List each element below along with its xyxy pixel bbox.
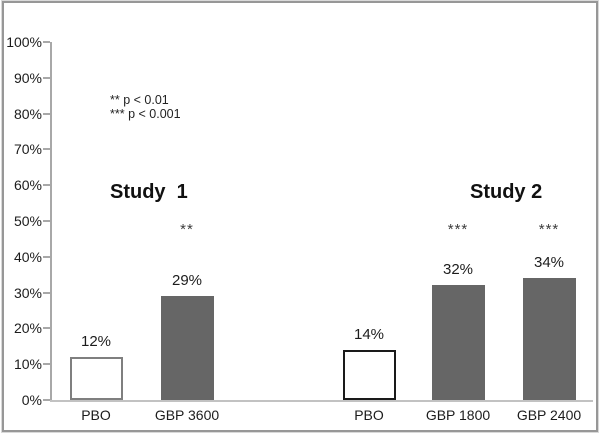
y-axis-tick-label: 70% [13, 141, 42, 158]
y-axis-tick-label: 100% [6, 34, 42, 50]
y-axis-tick-label: 20% [13, 320, 42, 337]
y-axis-line [50, 42, 52, 401]
y-axis-tick [43, 255, 50, 258]
x-axis-label-study-2-gbp-1800: GBP 1800 [425, 407, 491, 423]
y-axis-tick [43, 220, 50, 222]
p-value-legend-line1: ** p < 0.01 [110, 93, 169, 107]
bar-value-label-study-2-gbp-1800: 32% [442, 261, 474, 278]
y-axis-tick-label: 10% [13, 356, 42, 373]
significance-marker-study-1-gbp-3600: ** [180, 221, 194, 238]
y-axis-tick-label: 30% [13, 284, 42, 301]
study2-title: Study 2 [470, 181, 543, 203]
study1-title: Study 1 [110, 181, 188, 203]
y-axis-tick-label: 50% [13, 213, 42, 229]
x-axis-label-study-1-pbo: PBO [81, 407, 111, 423]
y-axis-tick [43, 112, 50, 115]
x-axis-label-study-1-gbp-3600: GBP 3600 [154, 407, 220, 423]
significance-marker-study-2-gbp-2400: *** [538, 221, 560, 238]
bar-study-1-pbo [69, 357, 123, 400]
p-value-legend: ** p < 0.01 *** p < 0.001 [110, 93, 181, 121]
bar-study-2-gbp-1800 [431, 285, 485, 400]
y-axis-tick [43, 184, 50, 187]
bar-value-label-study-1-pbo: 12% [80, 333, 112, 350]
x-axis-line [50, 400, 593, 402]
y-axis-tick [43, 363, 50, 366]
significance-marker-study-2-gbp-1800: *** [447, 221, 469, 238]
y-axis-tick-label: 40% [13, 248, 42, 265]
y-axis-tick [43, 291, 50, 294]
bar-study-2-gbp-2400 [522, 278, 576, 400]
y-axis-tick [43, 41, 50, 43]
y-axis-tick-label: 60% [13, 177, 42, 194]
y-axis-tick-label: 0% [21, 392, 42, 408]
bar-value-label-study-2-gbp-2400: 34% [533, 254, 565, 271]
bar-value-label-study-1-gbp-3600: 29% [171, 272, 203, 289]
y-axis-tick [43, 148, 50, 151]
bar-study-1-gbp-3600 [160, 296, 214, 400]
x-axis-label-study-2-gbp-2400: GBP 2400 [516, 407, 582, 423]
y-axis-tick [43, 76, 50, 79]
bar-study-2-pbo [342, 350, 396, 400]
y-axis-tick-label: 80% [13, 105, 42, 122]
y-axis-tick [43, 399, 50, 401]
p-value-legend-line2: *** p < 0.001 [110, 106, 181, 121]
x-axis-label-study-2-pbo: PBO [354, 407, 384, 423]
bar-value-label-study-2-pbo: 14% [353, 326, 385, 343]
y-axis-tick-label: 90% [13, 69, 42, 86]
y-axis-tick [43, 327, 50, 330]
